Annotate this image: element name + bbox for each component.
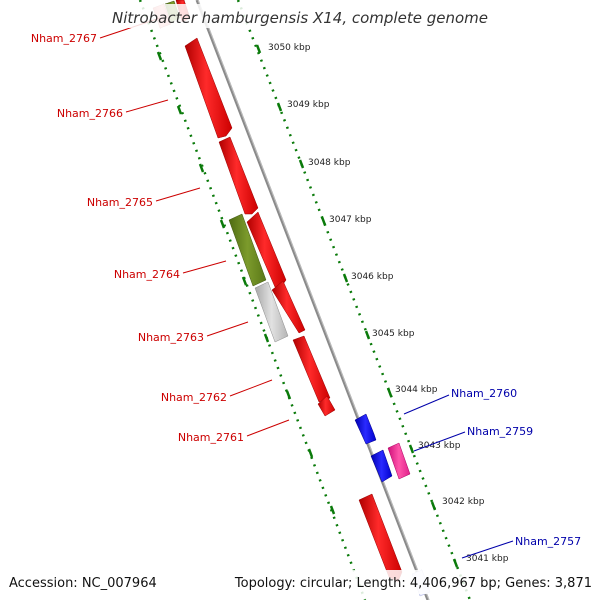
gene-label-nham-2766[interactable]: Nham_2766 (57, 107, 123, 120)
gene-label-nham-2764[interactable]: Nham_2764 (114, 268, 180, 281)
gene-nham-2765-feature[interactable] (218, 136, 259, 215)
tick-label-3043: 3043 kbp (418, 441, 461, 451)
tick-label-3042: 3042 kbp (442, 497, 485, 507)
gene-label-nham-2759[interactable]: Nham_2759 (467, 425, 533, 438)
accession-label: Accession: NC_007964 (9, 576, 157, 591)
title-backdrop (120, 4, 482, 28)
footer-backdrop-left (4, 570, 176, 594)
right-dotted-ring (236, 0, 472, 600)
genome-backbone (195, 0, 430, 600)
left-dotted-ring (138, 0, 367, 600)
gene-label-nham-2763[interactable]: Nham_2763 (138, 331, 204, 344)
gene-nham-2763-feature[interactable] (271, 280, 306, 334)
map-title: Nitrobacter hamburgensis X14, complete g… (112, 9, 488, 27)
gene-nham-2764-olive-feature[interactable] (228, 213, 267, 287)
tick-label-3046: 3046 kbp (351, 272, 394, 282)
gene-nham-2760-feature[interactable] (354, 413, 377, 445)
right-label-leaders (403, 394, 514, 559)
gene-nham-2759-blue-feature[interactable] (370, 449, 393, 483)
gene-label-nham-2757[interactable]: Nham_2757 (515, 535, 581, 548)
gene-label-nham-2761[interactable]: Nham_2761 (178, 431, 244, 444)
genome-backbone-highlight (197, 0, 430, 600)
gene-nham-2762-feature[interactable] (292, 335, 331, 403)
gene-label-nham-2762[interactable]: Nham_2762 (161, 391, 227, 404)
forward-strand-genes (152, 0, 403, 583)
gene-nham-2761-feature[interactable] (317, 395, 336, 417)
tick-label-3050: 3050 kbp (268, 43, 311, 53)
footer-backdrop-right (256, 570, 596, 594)
gene-nham-2758-feature[interactable] (358, 493, 403, 583)
gene-label-nham-2767[interactable]: Nham_2767 (31, 32, 97, 45)
tick-label-3045: 3045 kbp (372, 329, 415, 339)
right-ring-major-ticks (255, 44, 459, 568)
topology-summary: Topology: circular; Length: 4,406,967 bp… (234, 576, 592, 591)
tick-label-3048: 3048 kbp (308, 158, 351, 168)
gene-nham-2759-pink-feature[interactable] (387, 442, 411, 480)
gene-label-nham-2765[interactable]: Nham_2765 (87, 196, 153, 209)
tick-label-3044: 3044 kbp (395, 385, 438, 395)
tick-label-3049: 3049 kbp (287, 100, 330, 110)
gene-nham-2763-grey-feature[interactable] (254, 281, 289, 343)
tick-label-3047: 3047 kbp (329, 215, 372, 225)
left-ring-major-ticks (156, 51, 336, 515)
gene-nham-2766-feature[interactable] (184, 37, 233, 139)
gene-label-nham-2760[interactable]: Nham_2760 (451, 387, 517, 400)
tick-label-3041: 3041 kbp (466, 554, 509, 564)
